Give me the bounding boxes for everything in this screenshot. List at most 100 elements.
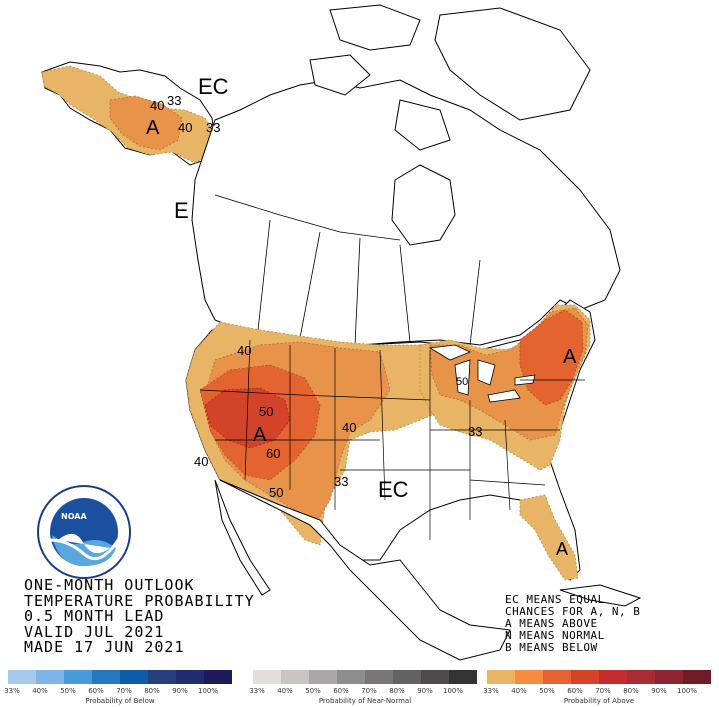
legend-below: 33% 40% 50% 60% 70% 80% 90% 100% Probability of…	[4, 670, 232, 706]
legend-above-swatch	[571, 670, 599, 684]
legend-above-swatch	[515, 670, 543, 684]
mexico-outline	[219, 479, 511, 661]
contour-50: 50	[269, 485, 284, 500]
legend-above-caption: Probability of Above	[563, 697, 635, 705]
legend-below-swatch	[176, 670, 204, 684]
legend-above-tick: 33%	[483, 687, 499, 695]
contour-40-northwest: 40	[237, 343, 252, 358]
legend-near-normal: 33% 40% 50% 60% 70% 80% 90% 100% Probability of…	[249, 670, 477, 706]
legend-above-swatch	[683, 670, 711, 684]
legend-below-tick: 40%	[32, 687, 48, 695]
arctic-island-4	[394, 99, 451, 151]
arctic-island-2	[434, 7, 591, 121]
key-block: EC MEANS EQUAL CHANCES FOR A, N, B A MEA…	[505, 594, 640, 654]
title-line-4: VALID JUL 2021	[24, 622, 165, 641]
contour-33-alaska-2: 33	[206, 120, 221, 135]
alaska-above-40	[109, 95, 183, 151]
key-line-3: A MEANS ABOVE	[505, 617, 598, 630]
legend-above-swatches	[487, 670, 711, 684]
contour-40-alaska-1: 40	[150, 98, 165, 113]
title-line-1: ONE-MONTH OUTLOOK	[24, 576, 195, 594]
title-line-5: MADE 17 JUN 2021	[24, 638, 185, 656]
legend-above-tick: 60%	[567, 687, 583, 695]
noaa-logo	[37, 485, 131, 579]
label-ec-west: E	[174, 198, 189, 223]
legend-normal-caption: Probability of Near-Normal	[318, 697, 412, 705]
legend-normal-swatches	[253, 670, 477, 684]
legend-below-tick: 90%	[172, 687, 188, 695]
legend-normal-tick: 100%	[442, 687, 464, 695]
hudson-bay	[391, 164, 456, 246]
arctic-island-3	[309, 54, 371, 96]
legend-normal-tick: 90%	[417, 687, 433, 695]
legend-normal-tick: 70%	[361, 687, 377, 695]
legend-normal-swatch	[253, 670, 281, 684]
contour-33-southeast: 33	[468, 424, 483, 439]
legend-below-swatch	[92, 670, 120, 684]
legend-normal-tick: 40%	[277, 687, 293, 695]
legend-normal-swatch	[309, 670, 337, 684]
baja-outline	[214, 479, 271, 596]
legend-above-tick: 40%	[511, 687, 527, 695]
legend-below-swatch	[120, 670, 148, 684]
arctic-island-1	[329, 4, 421, 51]
legend-normal-tick: 60%	[333, 687, 349, 695]
state-lines	[199, 339, 585, 540]
legend-normal-tick: 50%	[305, 687, 321, 695]
key-line-5: B MEANS BELOW	[505, 641, 598, 654]
legend-below-caption: Probability of Below	[85, 697, 155, 705]
label-a-east: A	[563, 346, 577, 368]
contour-50-great-lakes: 50	[456, 376, 469, 388]
label-a-florida: A	[556, 539, 569, 559]
contour-40-central: 40	[342, 420, 357, 435]
legend-above-swatch	[627, 670, 655, 684]
key-line-4: N MEANS NORMAL	[505, 629, 605, 642]
legend-below-tick: 70%	[116, 687, 132, 695]
contour-40-alaska-2: 40	[178, 120, 193, 135]
contour-33-alaska-1: 33	[167, 93, 182, 108]
great-lakes	[428, 344, 536, 403]
legend-above-tick: 100%	[676, 687, 698, 695]
contour-60: 60	[266, 446, 281, 461]
title-line-2: TEMPERATURE PROBABILITY	[24, 591, 255, 610]
legend-below-swatch	[148, 670, 176, 684]
cuba-outline	[559, 584, 642, 607]
legend-normal-tick: 33%	[249, 687, 265, 695]
legend-normal-swatch	[281, 670, 309, 684]
label-ec-north: EC	[198, 74, 229, 99]
legend-above-swatch	[487, 670, 515, 684]
legend-above: 33% 40% 50% 60% 70% 80% 90% 100% Probability of…	[483, 670, 711, 706]
legend-normal-tick: 80%	[389, 687, 405, 695]
legend-normal-swatch	[365, 670, 393, 684]
contour-50-west: 50	[259, 404, 274, 419]
legend-normal-swatch	[449, 670, 477, 684]
legend-above-tick: 80%	[623, 687, 639, 695]
legend-below-swatches	[8, 670, 232, 684]
legend-above-tick: 50%	[539, 687, 555, 695]
legend-below-tick: 33%	[4, 687, 20, 695]
legend-above-tick: 90%	[651, 687, 667, 695]
label-ec-south: EC	[378, 477, 409, 502]
province-lines	[214, 194, 481, 346]
legend-below-tick: 60%	[88, 687, 104, 695]
legend-above-swatch	[599, 670, 627, 684]
legend-below-tick: 80%	[144, 687, 160, 695]
legend-below-tick: 100%	[197, 687, 219, 695]
legend-below-swatch	[8, 670, 36, 684]
contour-33-texas: 33	[334, 474, 349, 489]
title-line-3: 0.5 MONTH LEAD	[24, 607, 165, 625]
legend-normal-swatch	[421, 670, 449, 684]
key-line-2: CHANCES FOR A, N, B	[505, 605, 641, 618]
legend-above-swatch	[543, 670, 571, 684]
label-a-west: A	[253, 424, 267, 446]
key-line-1: EC MEANS EQUAL	[505, 593, 605, 606]
noaa-wordmark: NOAA	[61, 512, 87, 521]
outlook-title-block: ONE-MONTH OUTLOOK TEMPERATURE PROBABILIT…	[24, 576, 255, 656]
legend-below-swatch	[204, 670, 232, 684]
label-a-alaska: A	[146, 117, 160, 139]
legend-above-tick: 70%	[595, 687, 611, 695]
legend-below-swatch	[36, 670, 64, 684]
legend-normal-swatch	[337, 670, 365, 684]
florida-above-33	[519, 494, 579, 581]
